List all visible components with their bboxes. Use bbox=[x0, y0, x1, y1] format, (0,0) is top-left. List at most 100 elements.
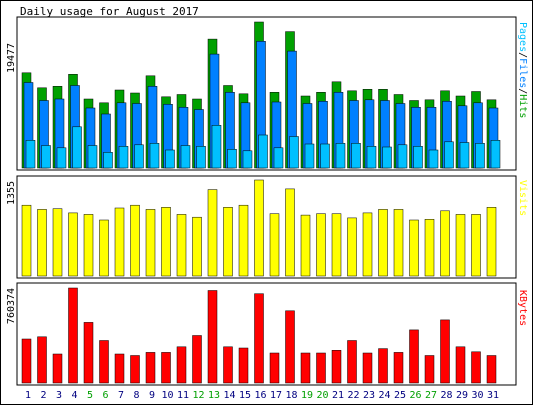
visits-bar-6 bbox=[99, 219, 109, 277]
kbytes-bar-11 bbox=[176, 346, 187, 384]
x-tick-label-28: 28 bbox=[440, 390, 452, 401]
visits-bar-18 bbox=[285, 188, 295, 277]
x-tick-label-27: 27 bbox=[425, 390, 437, 401]
kbytes-bar-10 bbox=[161, 352, 171, 384]
pages-bar-22 bbox=[351, 143, 361, 169]
kbytes-bar-21 bbox=[331, 350, 342, 384]
hits-ymax-label: 19477 bbox=[6, 43, 17, 73]
pages-bar-14 bbox=[227, 149, 237, 169]
visits-bar-28 bbox=[440, 210, 450, 277]
kbytes-bar-15 bbox=[238, 347, 249, 384]
chart-title: Daily usage for August 2017 bbox=[20, 5, 199, 18]
pages-bar-24 bbox=[382, 146, 392, 169]
kbytes-bar-9 bbox=[145, 352, 156, 384]
kbytes-bar-16 bbox=[254, 293, 264, 384]
pages-bar-15 bbox=[242, 150, 253, 169]
x-tick-label-24: 24 bbox=[378, 390, 390, 401]
pages-bar-9 bbox=[149, 143, 160, 169]
x-tick-label-1: 1 bbox=[25, 390, 31, 401]
legend-pages: Pages bbox=[517, 22, 528, 52]
kbytes-bar-25 bbox=[393, 352, 404, 384]
x-tick-label-17: 17 bbox=[270, 390, 282, 401]
visits-bar-1 bbox=[21, 204, 32, 277]
visits-bar-15 bbox=[238, 204, 249, 277]
kbytes-bar-12 bbox=[192, 335, 202, 384]
legend-pages-files-hits: Pages/Files/Hits bbox=[517, 22, 528, 118]
x-tick-label-21: 21 bbox=[332, 390, 344, 401]
visits-bar-19 bbox=[300, 214, 311, 277]
pages-bar-17 bbox=[273, 147, 284, 169]
x-tick-label-19: 19 bbox=[301, 390, 313, 401]
visits-bar-12 bbox=[192, 216, 202, 277]
x-tick-label-9: 9 bbox=[149, 390, 155, 401]
kbytes-ymax-label: 760374 bbox=[6, 288, 17, 324]
x-tick-label-30: 30 bbox=[471, 390, 483, 401]
pages-bar-28 bbox=[444, 141, 454, 169]
kbytes-bar-6 bbox=[99, 340, 109, 384]
kbytes-bar-24 bbox=[378, 348, 388, 384]
kbytes-bar-23 bbox=[362, 352, 373, 384]
pages-bar-29 bbox=[459, 142, 470, 169]
x-tick-label-14: 14 bbox=[223, 390, 235, 401]
x-tick-label-20: 20 bbox=[316, 390, 328, 401]
kbytes-bar-31 bbox=[486, 355, 497, 384]
visits-bar-23 bbox=[362, 212, 373, 277]
visits-bar-11 bbox=[176, 214, 187, 277]
kbytes-bar-18 bbox=[285, 310, 295, 384]
legend-kbytes: KBytes bbox=[517, 290, 528, 326]
visits-bar-13 bbox=[207, 189, 218, 277]
pages-bar-12 bbox=[196, 146, 206, 169]
x-tick-label-10: 10 bbox=[161, 390, 173, 401]
pages-bar-2 bbox=[41, 145, 51, 169]
x-tick-label-4: 4 bbox=[71, 390, 77, 401]
x-tick-label-5: 5 bbox=[87, 390, 93, 401]
pages-bar-8 bbox=[134, 144, 144, 169]
visits-ymax-label: 1355 bbox=[6, 181, 17, 205]
kbytes-bars-group bbox=[21, 287, 497, 384]
visits-bar-4 bbox=[68, 212, 78, 277]
pages-bar-20 bbox=[320, 143, 330, 169]
visits-bar-31 bbox=[486, 207, 497, 277]
kbytes-bar-22 bbox=[347, 340, 357, 384]
pages-bar-1 bbox=[25, 140, 36, 169]
x-tick-label-12: 12 bbox=[192, 390, 204, 401]
pages-bar-5 bbox=[87, 145, 98, 169]
x-tick-label-31: 31 bbox=[487, 390, 499, 401]
pages-bar-3 bbox=[56, 147, 67, 169]
pages-bar-27 bbox=[428, 149, 439, 169]
pages-bar-4 bbox=[72, 126, 82, 169]
visits-bar-3 bbox=[52, 208, 63, 277]
x-tick-labels: 1 2 3 4 5 6 7 8 9 10 11 12 13 14 15 16 17 18 19 20 21 22 23 24 2… bbox=[25, 390, 499, 401]
kbytes-bar-26 bbox=[409, 329, 419, 384]
kbytes-bar-1 bbox=[21, 338, 32, 384]
visits-bar-5 bbox=[83, 214, 94, 277]
pages-bar-18 bbox=[289, 136, 299, 169]
visits-bar-21 bbox=[331, 213, 342, 277]
pages-bar-7 bbox=[118, 146, 129, 169]
kbytes-bar-14 bbox=[223, 346, 233, 384]
kbytes-bar-3 bbox=[52, 353, 63, 384]
x-tick-label-11: 11 bbox=[177, 390, 189, 401]
pages-bar-11 bbox=[180, 145, 191, 169]
hits-bars-group bbox=[21, 21, 501, 169]
visits-bar-16 bbox=[254, 179, 264, 277]
kbytes-bar-20 bbox=[316, 352, 326, 384]
kbytes-bar-27 bbox=[424, 355, 435, 384]
kbytes-bar-30 bbox=[471, 351, 481, 384]
pages-bar-6 bbox=[103, 152, 113, 169]
legend-sep-2: / bbox=[517, 88, 528, 94]
kbytes-bar-4 bbox=[68, 287, 78, 384]
visits-bar-26 bbox=[409, 219, 419, 277]
visits-bar-22 bbox=[347, 217, 357, 277]
legend-sep-1: / bbox=[517, 52, 528, 58]
kbytes-bar-5 bbox=[83, 322, 94, 384]
visits-bar-17 bbox=[269, 213, 280, 277]
x-tick-label-3: 3 bbox=[56, 390, 62, 401]
visits-bar-29 bbox=[455, 214, 466, 277]
legend-visits: Visits bbox=[517, 180, 528, 216]
kbytes-bar-7 bbox=[114, 353, 125, 384]
x-tick-label-26: 26 bbox=[409, 390, 421, 401]
kbytes-bar-19 bbox=[300, 352, 311, 384]
